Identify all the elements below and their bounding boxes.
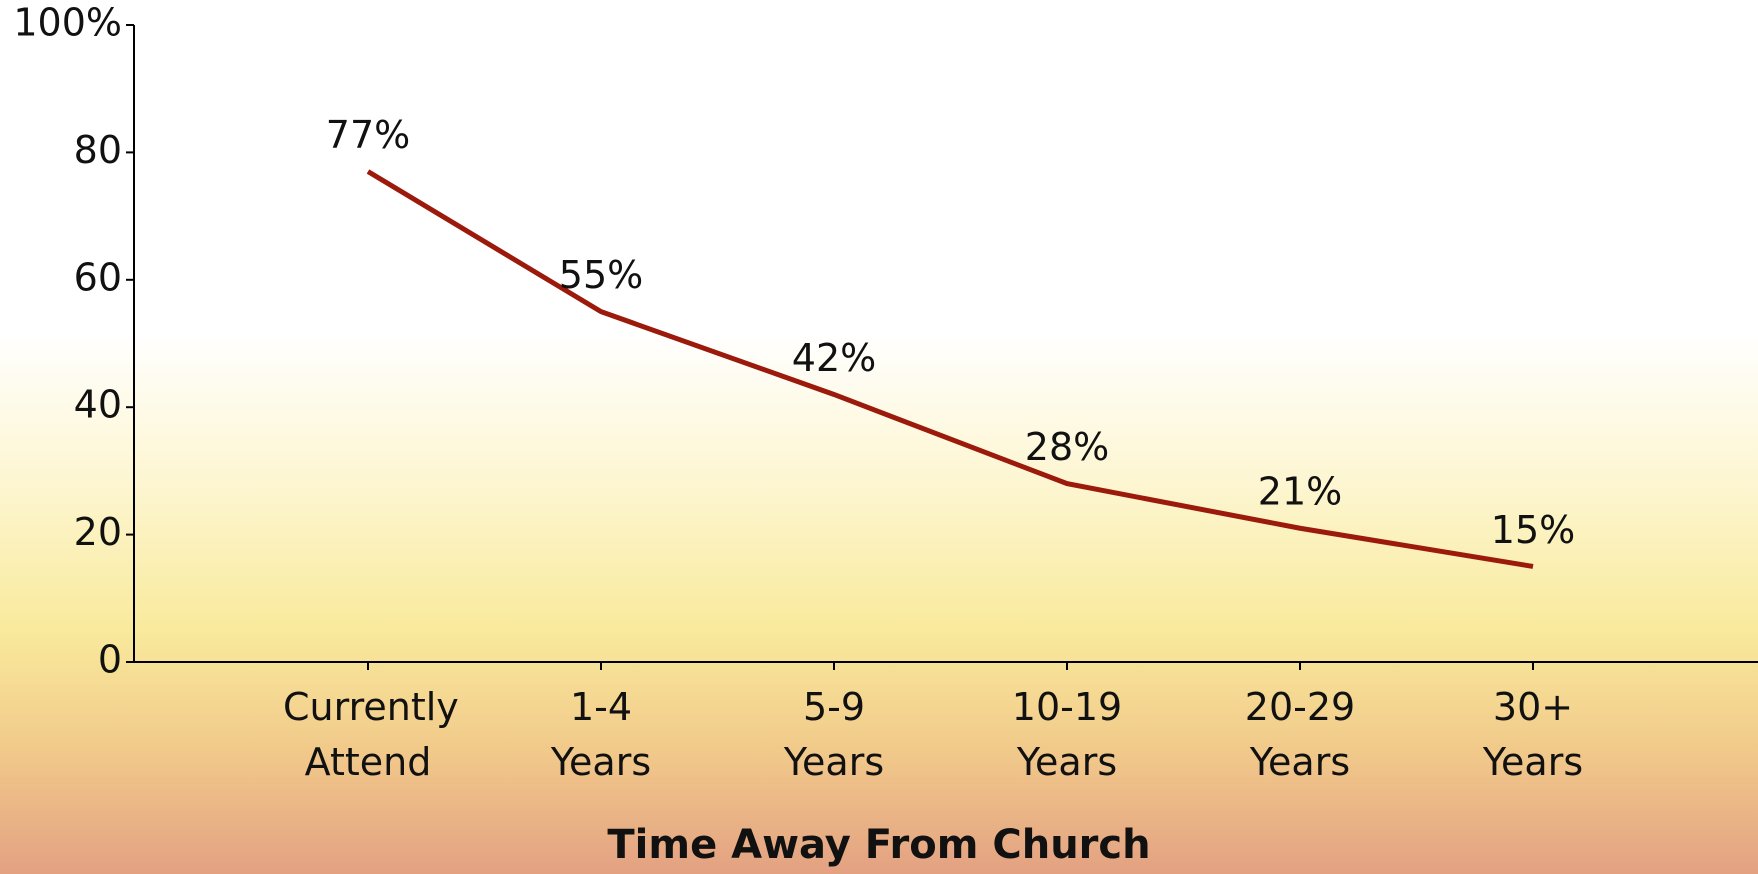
data-label: 28% <box>1025 425 1109 469</box>
x-tick-label: Currently Attend <box>283 685 459 785</box>
x-tick-label: 20-29 Years <box>1244 685 1356 785</box>
data-label: 55% <box>559 253 643 297</box>
y-tick-label: 0 <box>98 638 122 682</box>
y-tick-label: 80 <box>74 128 122 172</box>
data-line <box>366 169 1534 569</box>
x-axis-label: Time Away From Church <box>607 822 1151 868</box>
y-tick-label: 40 <box>74 383 122 427</box>
x-tick-label: 30+ Years <box>1482 685 1584 785</box>
x-tick-label: 10-19 Years <box>1011 685 1123 785</box>
data-label: 15% <box>1491 508 1575 552</box>
y-tick-label: 60 <box>74 255 122 299</box>
y-tick-label: 20 <box>74 510 122 554</box>
x-tick-label: 1-4 Years <box>550 685 652 785</box>
x-tick-label: 5-9 Years <box>783 685 885 785</box>
data-label: 21% <box>1258 470 1342 514</box>
data-label: 42% <box>792 336 876 380</box>
y-tick-label: 100% <box>13 1 122 45</box>
data-label: 77% <box>326 113 410 157</box>
